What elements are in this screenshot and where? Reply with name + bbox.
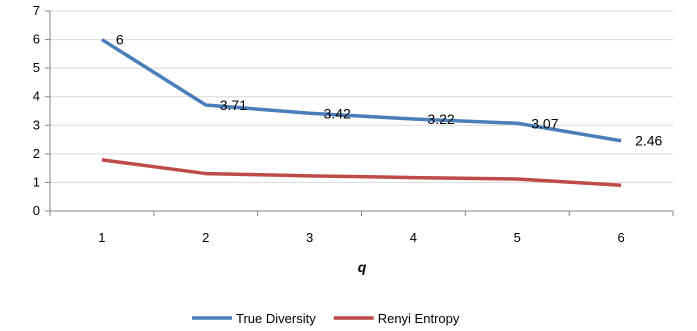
y-tick-label: 1 [33, 174, 40, 189]
y-tick-labels: 0 1 2 3 4 5 6 7 [33, 3, 40, 218]
data-labels: 6 3.71 3.42 3.22 3.07 2.46 [116, 32, 663, 149]
data-label: 3.22 [427, 111, 454, 127]
data-label: 3.42 [324, 105, 351, 121]
data-label: 2.46 [635, 133, 662, 149]
legend-label-true-diversity: True Diversity [236, 311, 316, 326]
data-label: 3.07 [531, 115, 558, 131]
axes [45, 10, 674, 216]
x-tick-label: 4 [410, 230, 417, 245]
x-tick-label: 3 [306, 230, 313, 245]
x-tick-label: 6 [617, 230, 624, 245]
x-tick-label: 5 [514, 230, 521, 245]
data-label: 6 [116, 32, 124, 48]
gridlines [50, 10, 673, 183]
series-line-true-diversity [100, 38, 622, 143]
y-tick-label: 4 [33, 89, 40, 104]
x-tick-label: 1 [98, 230, 105, 245]
legend: True Diversity Renyi Entropy [192, 311, 460, 326]
legend-label-renyi-entropy: Renyi Entropy [378, 311, 460, 326]
data-label: 3.71 [220, 97, 247, 113]
y-tick-label: 2 [33, 146, 40, 161]
y-tick-label: 3 [33, 117, 40, 132]
x-axis-title: q [358, 259, 367, 275]
series-line-renyi-entropy [101, 158, 622, 188]
y-tick-label: 7 [33, 3, 40, 18]
series-lines [100, 38, 622, 188]
y-tick-label: 0 [33, 203, 40, 218]
y-tick-label: 6 [33, 32, 40, 47]
x-tick-label: 2 [202, 230, 209, 245]
x-tick-labels: 1 2 3 4 5 6 [98, 230, 624, 245]
y-tick-label: 5 [33, 60, 40, 75]
